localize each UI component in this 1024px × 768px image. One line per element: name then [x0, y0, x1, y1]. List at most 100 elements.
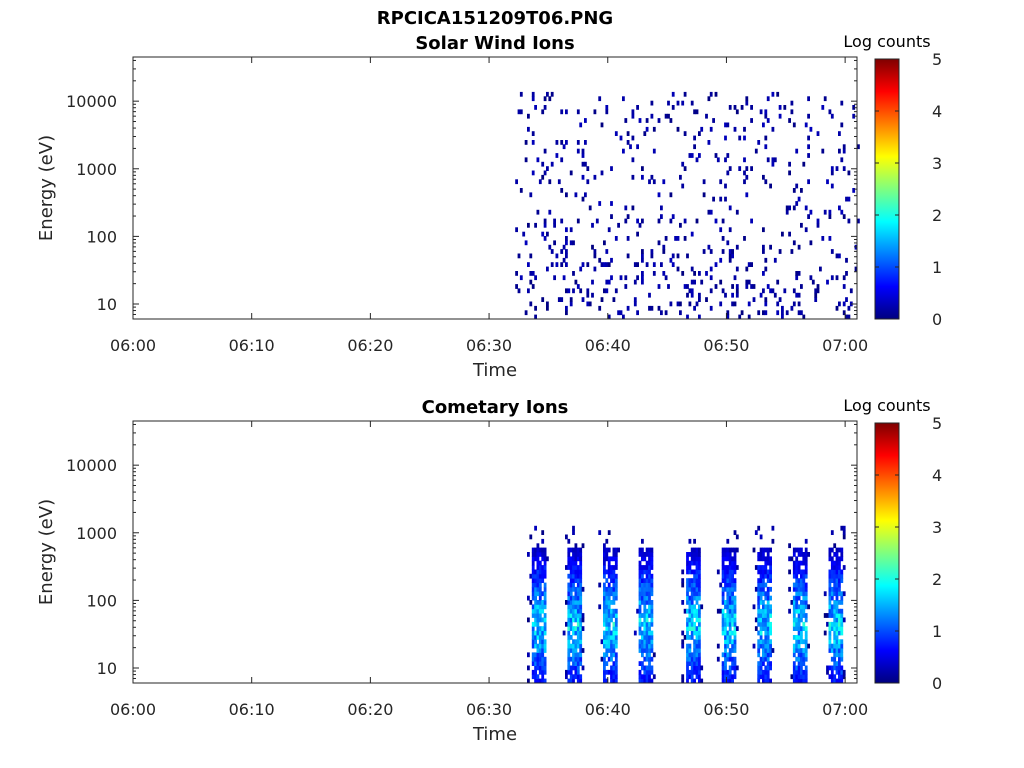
spectrogram-cell — [833, 621, 837, 627]
spectrogram-cell — [607, 643, 611, 649]
spectrogram-cell — [724, 556, 727, 562]
spectrogram-cell — [840, 525, 844, 531]
spectrogram-cell — [792, 617, 796, 623]
spectrogram-cell — [548, 96, 552, 102]
spectrogram-cell — [603, 678, 606, 684]
spectrogram-cell — [842, 144, 846, 150]
spectrogram-cell — [830, 613, 834, 618]
spectrogram-cell — [612, 556, 616, 562]
spectrogram-cell — [641, 218, 644, 224]
spectrogram-cell — [536, 565, 540, 570]
spectrogram-cell — [603, 560, 606, 566]
spectrogram-cell — [638, 613, 642, 618]
spectrogram-cell — [681, 161, 685, 167]
spectrogram-cell — [849, 288, 853, 294]
spectrogram-cell — [567, 617, 571, 623]
spectrogram-cell — [690, 630, 694, 636]
spectrogram-cell — [645, 621, 649, 627]
spectrogram-cell — [738, 166, 742, 171]
spectrogram-cell — [728, 595, 732, 601]
spectrogram-cell — [833, 648, 837, 653]
spectrogram-cell — [724, 648, 727, 653]
spectrogram-cell — [724, 582, 727, 588]
spectrogram-cell — [698, 604, 701, 610]
spectrogram-cell — [688, 586, 692, 592]
spectrogram-cell — [759, 565, 763, 570]
spectrogram-cell — [567, 613, 571, 618]
spectrogram-cell — [546, 166, 549, 171]
spectrogram-cell — [804, 582, 808, 588]
spectrogram-cell — [538, 648, 542, 653]
spectrogram-cell — [572, 656, 575, 662]
spectrogram-cell — [759, 635, 763, 640]
spectrogram-cell — [538, 586, 542, 592]
spectrogram-cell — [645, 674, 649, 680]
spectrogram-cell — [838, 131, 841, 136]
spectrogram-cell — [833, 635, 837, 640]
spectrogram-cell — [607, 635, 611, 640]
spectrogram-cell — [648, 639, 651, 645]
spectrogram-cell — [771, 538, 775, 544]
spectrogram-cell — [538, 604, 542, 610]
spectrogram-cell — [650, 648, 654, 653]
spectrogram-cell — [766, 573, 770, 579]
spectrogram-cell — [773, 292, 777, 298]
spectrogram-cell — [800, 661, 803, 666]
spectrogram-cell — [795, 275, 799, 281]
spectrogram-cell — [686, 253, 689, 259]
spectrogram-cell — [576, 569, 580, 575]
spectrogram-cell — [721, 600, 725, 605]
spectrogram-cell — [800, 582, 803, 588]
spectrogram-cell — [572, 560, 575, 566]
spectrogram-cell — [724, 183, 727, 189]
spectrogram-cell — [693, 613, 696, 618]
spectrogram-cell — [823, 630, 827, 636]
spectrogram-cell — [676, 126, 680, 132]
spectrogram-cell — [733, 560, 737, 566]
spectrogram-cell — [650, 621, 654, 627]
spectrogram-cell — [766, 552, 770, 557]
spectrogram-cell — [643, 604, 647, 610]
spectrogram-cell — [603, 552, 606, 557]
spectrogram-cell — [766, 578, 770, 583]
spectrogram-cell — [764, 582, 768, 588]
spectrogram-cell — [603, 656, 606, 662]
spectrogram-cell — [593, 266, 597, 272]
spectrogram-cell — [693, 669, 696, 675]
spectrogram-cell — [574, 665, 578, 671]
spectrogram-cell — [802, 556, 806, 562]
spectrogram-cell — [605, 639, 609, 645]
spectrogram-cell — [576, 218, 580, 224]
spectrogram-cell — [569, 227, 573, 233]
spectrogram-cell — [543, 626, 547, 631]
spectrogram-cell — [762, 578, 765, 583]
spectrogram-cell — [652, 674, 656, 680]
spectrogram-cell — [833, 656, 837, 662]
panel-title: Cometary Ions — [422, 397, 569, 418]
spectrogram-cell — [548, 179, 552, 185]
spectrogram-cell — [579, 586, 583, 592]
spectrogram-cell — [617, 547, 620, 553]
spectrogram-cell — [726, 573, 730, 579]
spectrogram-cell — [842, 301, 846, 307]
spectrogram-cell — [795, 591, 799, 597]
spectrogram-cell — [698, 669, 701, 675]
spectrogram-cell — [731, 630, 734, 636]
spectrogram-cell — [726, 639, 730, 645]
spectrogram-cell — [724, 552, 727, 557]
spectrogram-cell — [807, 604, 810, 610]
spectrogram-cell — [600, 297, 604, 302]
spectrogram-cell — [688, 674, 692, 680]
spectrogram-cell — [795, 556, 799, 562]
spectrogram-cell — [792, 205, 796, 211]
spectrogram-cell — [797, 626, 801, 631]
spectrogram-cell — [605, 249, 609, 254]
spectrogram-cell — [695, 582, 699, 588]
spectrogram-cell — [534, 643, 537, 649]
spectrogram-cell — [842, 534, 846, 540]
spectrogram-cell — [624, 218, 628, 224]
spectrogram-cell — [576, 643, 580, 649]
spectrogram-cell — [686, 556, 689, 562]
spectrogram-cell — [686, 652, 689, 658]
spectrogram-cell — [747, 279, 751, 285]
